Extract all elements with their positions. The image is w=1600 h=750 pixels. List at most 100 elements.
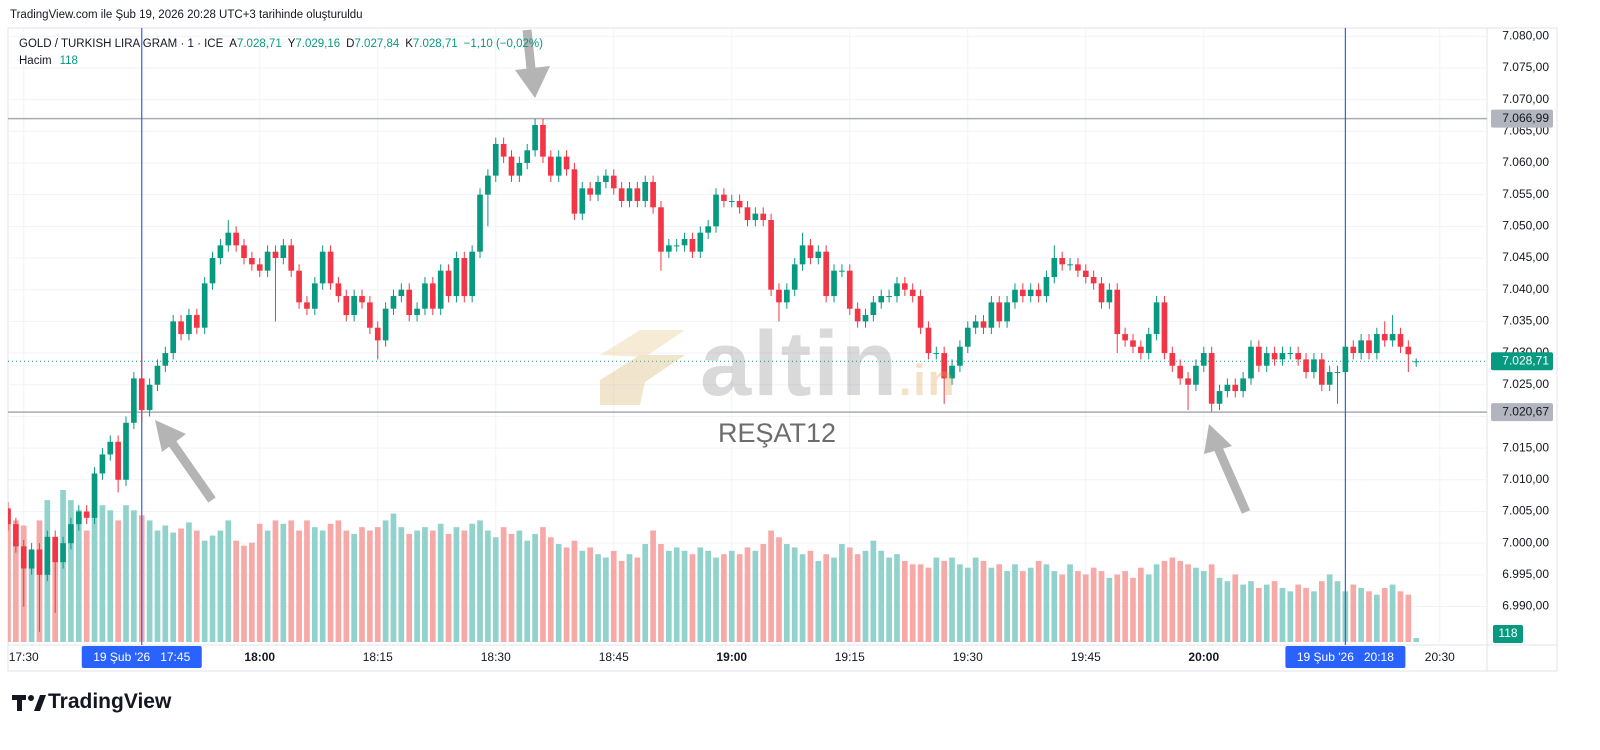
candle-body bbox=[870, 302, 877, 316]
ohlc-item: D7.027,84 bbox=[346, 38, 399, 50]
axis-layer: 7.080,007.075,007.070,007.065,007.060,00… bbox=[9, 28, 1553, 668]
arrow bbox=[166, 437, 216, 503]
candle-body bbox=[453, 258, 460, 297]
volume-label-box bbox=[1493, 625, 1523, 643]
marker-box bbox=[81, 646, 202, 668]
arrow bbox=[1213, 446, 1251, 514]
candle-body bbox=[68, 524, 74, 544]
candle-body bbox=[996, 302, 1003, 322]
volume-bar bbox=[1138, 567, 1144, 642]
candle-body bbox=[1256, 346, 1262, 366]
candle-body bbox=[1145, 334, 1152, 354]
candle-body bbox=[957, 346, 963, 366]
candle-body bbox=[1287, 353, 1294, 355]
volume-bar bbox=[547, 537, 554, 642]
candle-body bbox=[595, 181, 601, 195]
ohlc-value: 7.028,71 bbox=[236, 38, 282, 50]
volume-label: 118 bbox=[1498, 626, 1517, 640]
candle-body bbox=[1240, 378, 1246, 392]
candle-body bbox=[1263, 353, 1270, 366]
volume-bar bbox=[469, 523, 475, 642]
logo-part bbox=[34, 695, 46, 711]
volume-bar bbox=[1177, 560, 1184, 642]
volume-bar bbox=[728, 550, 735, 642]
volume-bar bbox=[335, 520, 342, 642]
volume-bar bbox=[964, 567, 971, 642]
volume-bar bbox=[988, 567, 995, 642]
volume-bar bbox=[681, 550, 688, 642]
candle-layer bbox=[8, 118, 1420, 632]
candle-body bbox=[610, 175, 617, 189]
volume-bar bbox=[1059, 574, 1066, 642]
candle-body bbox=[429, 283, 436, 309]
candle-body bbox=[1311, 359, 1317, 373]
candle-body bbox=[736, 200, 743, 208]
volume-bar bbox=[351, 533, 357, 642]
candle-body bbox=[225, 232, 232, 246]
chart-frame bbox=[7, 27, 1558, 672]
candle-body bbox=[327, 251, 334, 284]
volume-bar bbox=[217, 530, 224, 642]
change: −1,10 (−0,02%) bbox=[463, 38, 543, 50]
watermark-suffix: .in bbox=[899, 356, 957, 405]
volume-bar bbox=[225, 520, 232, 642]
candle-body bbox=[1342, 346, 1349, 373]
ohlc-value: 7.027,84 bbox=[354, 38, 400, 50]
volume-bar bbox=[131, 510, 137, 642]
volume-bar bbox=[1405, 594, 1412, 642]
watermark-caption: REŞAT12 bbox=[718, 418, 837, 448]
volume-bar bbox=[374, 527, 381, 642]
candle-body bbox=[146, 384, 153, 411]
candle-body bbox=[1177, 365, 1184, 379]
candle-body bbox=[335, 283, 342, 297]
candle-body bbox=[744, 207, 751, 220]
volume-bar bbox=[909, 564, 916, 642]
candle-body bbox=[162, 353, 169, 366]
candle-body bbox=[1334, 372, 1341, 374]
candle-body bbox=[1082, 270, 1089, 278]
y-tick-label: 7.055,00 bbox=[1502, 187, 1549, 201]
volume-bar bbox=[367, 530, 373, 642]
candle-body bbox=[359, 296, 365, 303]
candle-body bbox=[264, 251, 271, 271]
candle-body bbox=[469, 251, 475, 297]
candle-body bbox=[878, 296, 885, 303]
volume-bar bbox=[1240, 584, 1246, 642]
y-tick-label: 7.010,00 bbox=[1502, 472, 1549, 486]
marker-box bbox=[1285, 646, 1406, 668]
candle-body bbox=[1279, 353, 1286, 360]
volume-bar bbox=[610, 550, 617, 642]
volume-bar bbox=[170, 532, 177, 642]
marker-label: 19 Şub '26 20:18 bbox=[1297, 650, 1394, 664]
volume-bar bbox=[28, 550, 35, 642]
volume-bar bbox=[972, 557, 979, 642]
candle-body bbox=[925, 327, 932, 354]
y-tick-label: 7.040,00 bbox=[1502, 282, 1549, 296]
volume-bar bbox=[1161, 560, 1168, 642]
candle-body bbox=[1153, 302, 1160, 335]
candle-body bbox=[768, 219, 774, 290]
ohlc-item: Y7.029,16 bbox=[288, 38, 340, 50]
candle-body bbox=[964, 327, 971, 347]
volume-bar bbox=[760, 544, 767, 642]
candle-body bbox=[1114, 289, 1121, 335]
volume-bar bbox=[1185, 564, 1191, 642]
volume-bar bbox=[603, 557, 609, 642]
volume-bar bbox=[1279, 587, 1286, 642]
watermark-logo bbox=[600, 330, 685, 405]
ohlc-value: 7.028,71 bbox=[412, 38, 458, 50]
volume-bar bbox=[839, 544, 845, 642]
candle-body bbox=[1138, 346, 1144, 354]
volume-bar bbox=[1366, 591, 1372, 642]
y-tick-label: 7.080,00 bbox=[1502, 28, 1549, 42]
volume-bar bbox=[13, 520, 19, 642]
candle-body bbox=[138, 378, 145, 411]
arrow-head bbox=[1204, 424, 1232, 454]
volume-bar bbox=[579, 550, 586, 642]
candle-body bbox=[665, 245, 672, 252]
volume-bar bbox=[917, 564, 924, 642]
volume-bar bbox=[1389, 584, 1396, 642]
volume-bar bbox=[697, 547, 704, 642]
candle-body bbox=[367, 302, 373, 328]
